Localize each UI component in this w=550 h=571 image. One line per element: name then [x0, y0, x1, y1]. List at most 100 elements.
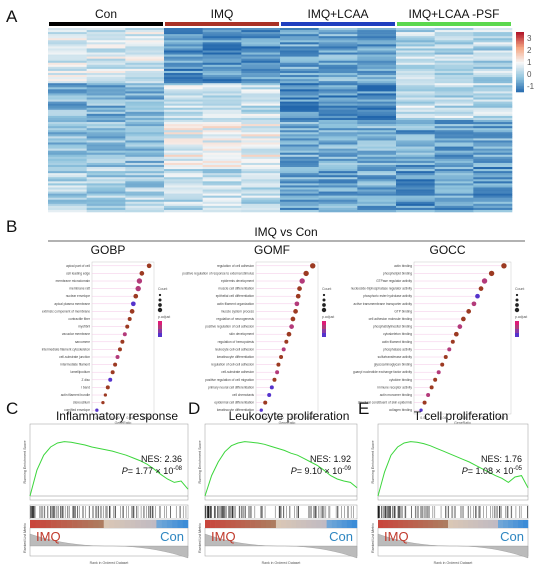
heatmap-cell [241, 50, 281, 53]
heatmap-cell [396, 30, 435, 33]
heatmap-cell [241, 79, 281, 82]
heatmap-cell [48, 183, 87, 186]
heatmap-cell [357, 162, 397, 166]
heatmap-cell [164, 171, 203, 174]
heatmap-cell [164, 77, 203, 80]
heatmap-cell [164, 150, 203, 154]
group-bar [165, 22, 279, 26]
heatmap-cell [125, 201, 165, 205]
heatmap-cell [164, 66, 203, 70]
heatmap-cell [202, 93, 242, 96]
heatmap-cell [125, 60, 165, 64]
heatmap-cell [396, 156, 435, 160]
heatmap-cell [48, 54, 87, 57]
heatmap-cell [164, 205, 203, 209]
colorbar-step [516, 47, 524, 49]
heatmap-cell [434, 162, 474, 166]
y-axis-label-top: Running Enrichment Score [198, 441, 202, 484]
heatmap-cell [396, 109, 435, 113]
heatmap-cell [357, 138, 397, 141]
heatmap-cell [473, 191, 513, 194]
heatmap-cell [241, 103, 281, 106]
p-exponent: -08 [173, 466, 182, 472]
go-term-label: cell-substrate adhesion [221, 370, 254, 374]
heatmap-cell [280, 140, 319, 143]
heatmap-cell [202, 136, 242, 139]
heatmap-cell [396, 83, 435, 86]
heatmap-cell [280, 144, 319, 147]
rank-heat-cell [403, 520, 409, 528]
heatmap-cell [164, 46, 203, 49]
x-tick-label: 0.030 [275, 416, 284, 420]
heatmap-cell [473, 54, 513, 57]
heatmap-cell [280, 91, 319, 94]
heatmap-cell [434, 124, 474, 127]
heatmap-cell [396, 203, 435, 207]
colorbar-tick: 3 [527, 34, 532, 43]
heatmap-cell [86, 52, 126, 55]
rank-heat-cell [453, 520, 459, 528]
heatmap-cell [164, 62, 203, 66]
heatmap-cell [280, 156, 319, 160]
rank-heat-cell [296, 520, 302, 528]
heatmap-cell [202, 181, 242, 184]
heatmap-cell [357, 124, 397, 127]
heatmap-cell [241, 142, 281, 145]
heatmap-cell [473, 142, 513, 145]
heatmap-cell [434, 128, 474, 131]
heatmap-cell [164, 199, 203, 203]
heatmap-cell [357, 167, 397, 170]
heatmap-cell [241, 124, 281, 127]
heatmap-cell [125, 193, 165, 196]
colorbar-step [516, 50, 524, 52]
heatmap-cell [164, 72, 203, 76]
colorbar-step [516, 68, 524, 70]
heatmap-cell [473, 158, 513, 162]
heatmap-cell [241, 40, 281, 43]
heatmap-cell [396, 44, 435, 47]
go-term-label: epithelial cell differentiation [216, 294, 254, 298]
p-symbol: P [462, 466, 468, 476]
heatmap-cell [241, 34, 281, 37]
legend-color-step [515, 329, 519, 333]
heatmap-cell [48, 187, 87, 190]
heatmap-cell [318, 173, 358, 176]
heatmap-cell [280, 99, 319, 102]
go-term-label: cell adhesion molecule binding [369, 317, 413, 321]
heatmap-cell [86, 171, 126, 174]
go-dot [453, 331, 459, 337]
heatmap-cell [202, 122, 242, 125]
heatmap-cell [473, 40, 513, 43]
go-term-label: glycosaminoglycan binding [374, 363, 412, 367]
heatmap-cell [48, 195, 87, 198]
heatmap-cell [434, 60, 474, 64]
heatmap-cell [357, 181, 397, 184]
heatmap-cell [86, 185, 126, 188]
heatmap-cell [241, 109, 281, 113]
go-dot [457, 324, 463, 329]
heatmap-cell [125, 191, 165, 194]
heatmap-cell [473, 101, 513, 104]
heatmap-cell [241, 193, 281, 196]
colorbar-step [516, 72, 524, 75]
heatmap-cell [48, 189, 87, 192]
heatmap-cell [357, 177, 397, 180]
heatmap-cell [434, 140, 474, 143]
rank-heat-cell [82, 520, 89, 528]
go-dot [481, 278, 488, 284]
colorbar-step [516, 90, 524, 93]
heatmap-cell [318, 156, 358, 160]
heatmap-cell [86, 207, 126, 211]
rank-heat-cell [103, 520, 110, 528]
heatmap-cell [318, 95, 358, 98]
heatmap-cell [202, 81, 242, 84]
colorbar-step [516, 39, 524, 42]
go-term-label: structural constituent of skin epidermis [358, 401, 413, 405]
heatmap-cell [357, 152, 397, 156]
heatmap-cell [164, 34, 203, 37]
rank-heat-cell [498, 520, 504, 528]
rank-heat-cell [245, 520, 251, 528]
p-symbol: P [122, 466, 128, 476]
heatmap-cell [241, 152, 281, 156]
